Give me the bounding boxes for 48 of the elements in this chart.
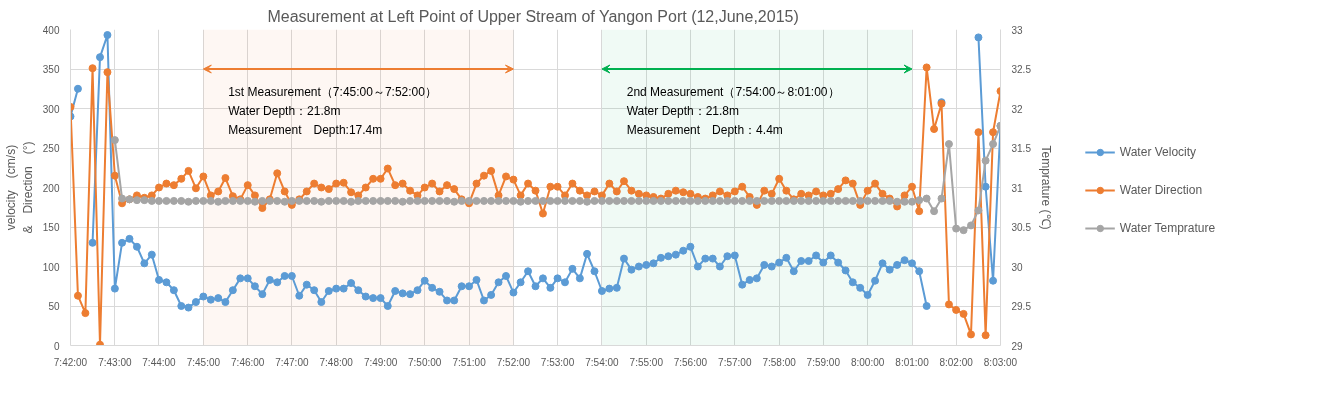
x-tick-label: 7:45:00 (186, 356, 221, 368)
y-tick-label: 100 (42, 261, 60, 273)
y2-tick-label: 31.5 (1011, 143, 1032, 154)
y-tick-label: 400 (42, 24, 60, 36)
y2-tick-label: 33 (1011, 24, 1024, 36)
x-tick-label: 7:54:00 (585, 356, 620, 368)
x-tick-label: 7:59:00 (806, 356, 841, 368)
y-tick-label: 150 (42, 222, 60, 233)
x-tick-label: 7:55:00 (629, 356, 664, 368)
y2-axis-title: Temprature (℃) (1038, 145, 1053, 230)
y2-tick-label: 30 (1011, 261, 1024, 273)
y2-tick-label: 32 (1011, 103, 1024, 115)
x-tick-label: 7:53:00 (540, 356, 575, 368)
y-tick-label: 200 (42, 182, 60, 194)
x-tick-label: 7:58:00 (762, 356, 797, 368)
x-tick-label: 7:49:00 (363, 356, 398, 368)
y2-tick-label: 29 (1011, 340, 1024, 352)
legend-label: Water Velocity (1119, 145, 1197, 159)
chart-title: Measurement at Left Point of Upper Stream of Yangon Port (12,June,2015) (267, 7, 799, 25)
band-label: 2nd Measurement（7:54:00～8:01:00） Water Depth：21.8m Measurement Depth：4.4m (626, 85, 840, 137)
x-tick-label: 8:02:00 (939, 356, 974, 368)
legend-label: Water Direction (1119, 183, 1203, 197)
x-tick-label: 8:00:00 (850, 356, 885, 368)
y-tick-label: 0 (53, 340, 60, 352)
y2-tick-label: 29.5 (1011, 301, 1032, 312)
x-tick-label: 7:52:00 (496, 356, 531, 368)
y2-tick-label: 32.5 (1011, 64, 1032, 75)
x-tick-label: 7:48:00 (319, 356, 354, 368)
x-tick-label: 7:50:00 (408, 356, 442, 368)
y-axis-title: velocity (cm/s) & Direction (°) (4, 141, 35, 234)
y2-tick-label: 30.5 (1011, 222, 1032, 233)
y-tick-label: 300 (42, 103, 60, 115)
legend-label: Water Temprature (1119, 221, 1216, 235)
x-tick-label: 7:42:00 (53, 356, 88, 368)
x-tick-label: 7:47:00 (275, 356, 309, 368)
x-tick-label: 7:46:00 (231, 356, 265, 368)
band-label: 1st Measurement（7:45:00～7:52:00） Water Depth：21.8m Measurement Depth:17.4m (228, 85, 437, 137)
x-tick-label: 7:56:00 (673, 356, 708, 368)
x-tick-label: 8:01:00 (895, 356, 930, 368)
y-tick-label: 250 (42, 143, 60, 154)
y-tick-label: 350 (42, 64, 60, 75)
y-tick-label: 50 (48, 301, 60, 312)
x-tick-label: 7:44:00 (142, 356, 177, 368)
x-tick-label: 7:57:00 (718, 356, 752, 368)
x-tick-label: 7:51:00 (452, 356, 487, 368)
y2-tick-label: 31 (1011, 182, 1024, 194)
x-tick-label: 7:43:00 (98, 356, 132, 368)
x-tick-label: 8:03:00 (983, 356, 1018, 368)
